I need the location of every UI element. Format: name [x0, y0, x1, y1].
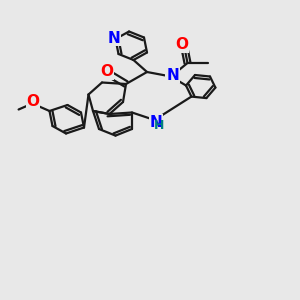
Text: O: O: [26, 94, 40, 110]
Text: N: N: [108, 31, 120, 46]
Text: N: N: [150, 115, 162, 130]
Text: N: N: [166, 68, 179, 82]
Text: O: O: [100, 64, 113, 80]
Text: H: H: [154, 119, 164, 132]
Text: O: O: [176, 37, 189, 52]
